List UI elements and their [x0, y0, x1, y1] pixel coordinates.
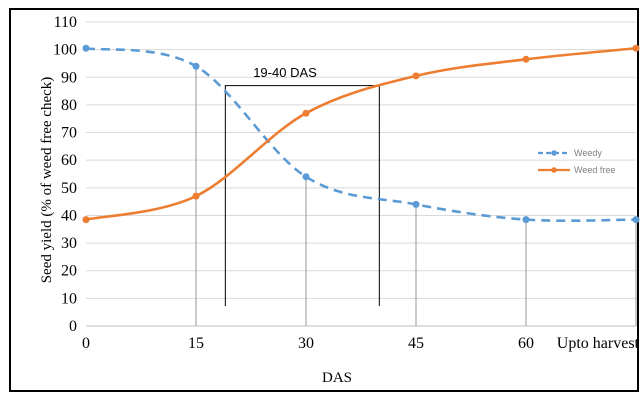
- legend: Weedy Weed free: [538, 148, 615, 175]
- y-tick-label: 80: [61, 97, 77, 114]
- legend-label-weed-free: Weed free: [574, 165, 615, 175]
- x-axis-label: DAS: [322, 370, 352, 386]
- annotation-bracket: [224, 85, 380, 306]
- data-point-weed-free: [632, 44, 640, 52]
- legend-marker-weed-free: [551, 167, 557, 173]
- x-tick-label: 45: [408, 335, 424, 352]
- data-point-weedy: [302, 173, 310, 181]
- y-tick-label: 90: [61, 69, 77, 86]
- annotation-label: 19-40 DAS: [253, 65, 317, 80]
- data-point-weed-free: [192, 192, 200, 200]
- data-point-weed-free: [302, 109, 310, 117]
- legend-label-weedy: Weedy: [574, 148, 602, 158]
- y-tick-label: 0: [69, 318, 77, 335]
- grid: [86, 21, 637, 327]
- data-point-weed-free: [82, 216, 90, 224]
- series-line-weed-free: [85, 46, 637, 221]
- x-tick-label: Upto harvest: [557, 335, 640, 352]
- y-tick-label: 60: [61, 152, 77, 169]
- series: [82, 44, 640, 224]
- data-point-weedy: [632, 216, 640, 224]
- data-point-weedy: [82, 44, 90, 52]
- data-point-weedy: [412, 200, 420, 208]
- y-tick-label: 110: [54, 14, 77, 31]
- y-tick-label: 20: [61, 263, 77, 280]
- x-tick-label: 60: [518, 335, 534, 352]
- annotation-bracket-line: [224, 85, 380, 306]
- y-tick-label: 50: [61, 180, 77, 197]
- y-tick-label: 70: [61, 125, 77, 142]
- legend-marker-weedy: [551, 150, 557, 156]
- y-tick-label: 40: [61, 207, 77, 224]
- data-point-weedy: [522, 216, 530, 224]
- y-tick-label: 100: [53, 42, 77, 59]
- y-tick-label: 30: [61, 235, 77, 252]
- data-point-weedy: [192, 62, 200, 70]
- y-tick-label: 10: [61, 290, 77, 307]
- x-tick-label: 30: [298, 335, 314, 352]
- data-point-weed-free: [412, 72, 420, 80]
- tick-labels: 0 10 20 30 40 50 60 70 80 90 100 110 0 15 30 45 60 Upto h…: [53, 14, 640, 352]
- chart-frame: [9, 8, 639, 392]
- x-tick-label: 15: [188, 335, 204, 352]
- x-tick-label: 0: [82, 335, 90, 352]
- y-axis-label: Seed yield (% of weed free check): [39, 77, 55, 284]
- series-line-weedy: [85, 46, 637, 223]
- data-point-weed-free: [522, 55, 530, 63]
